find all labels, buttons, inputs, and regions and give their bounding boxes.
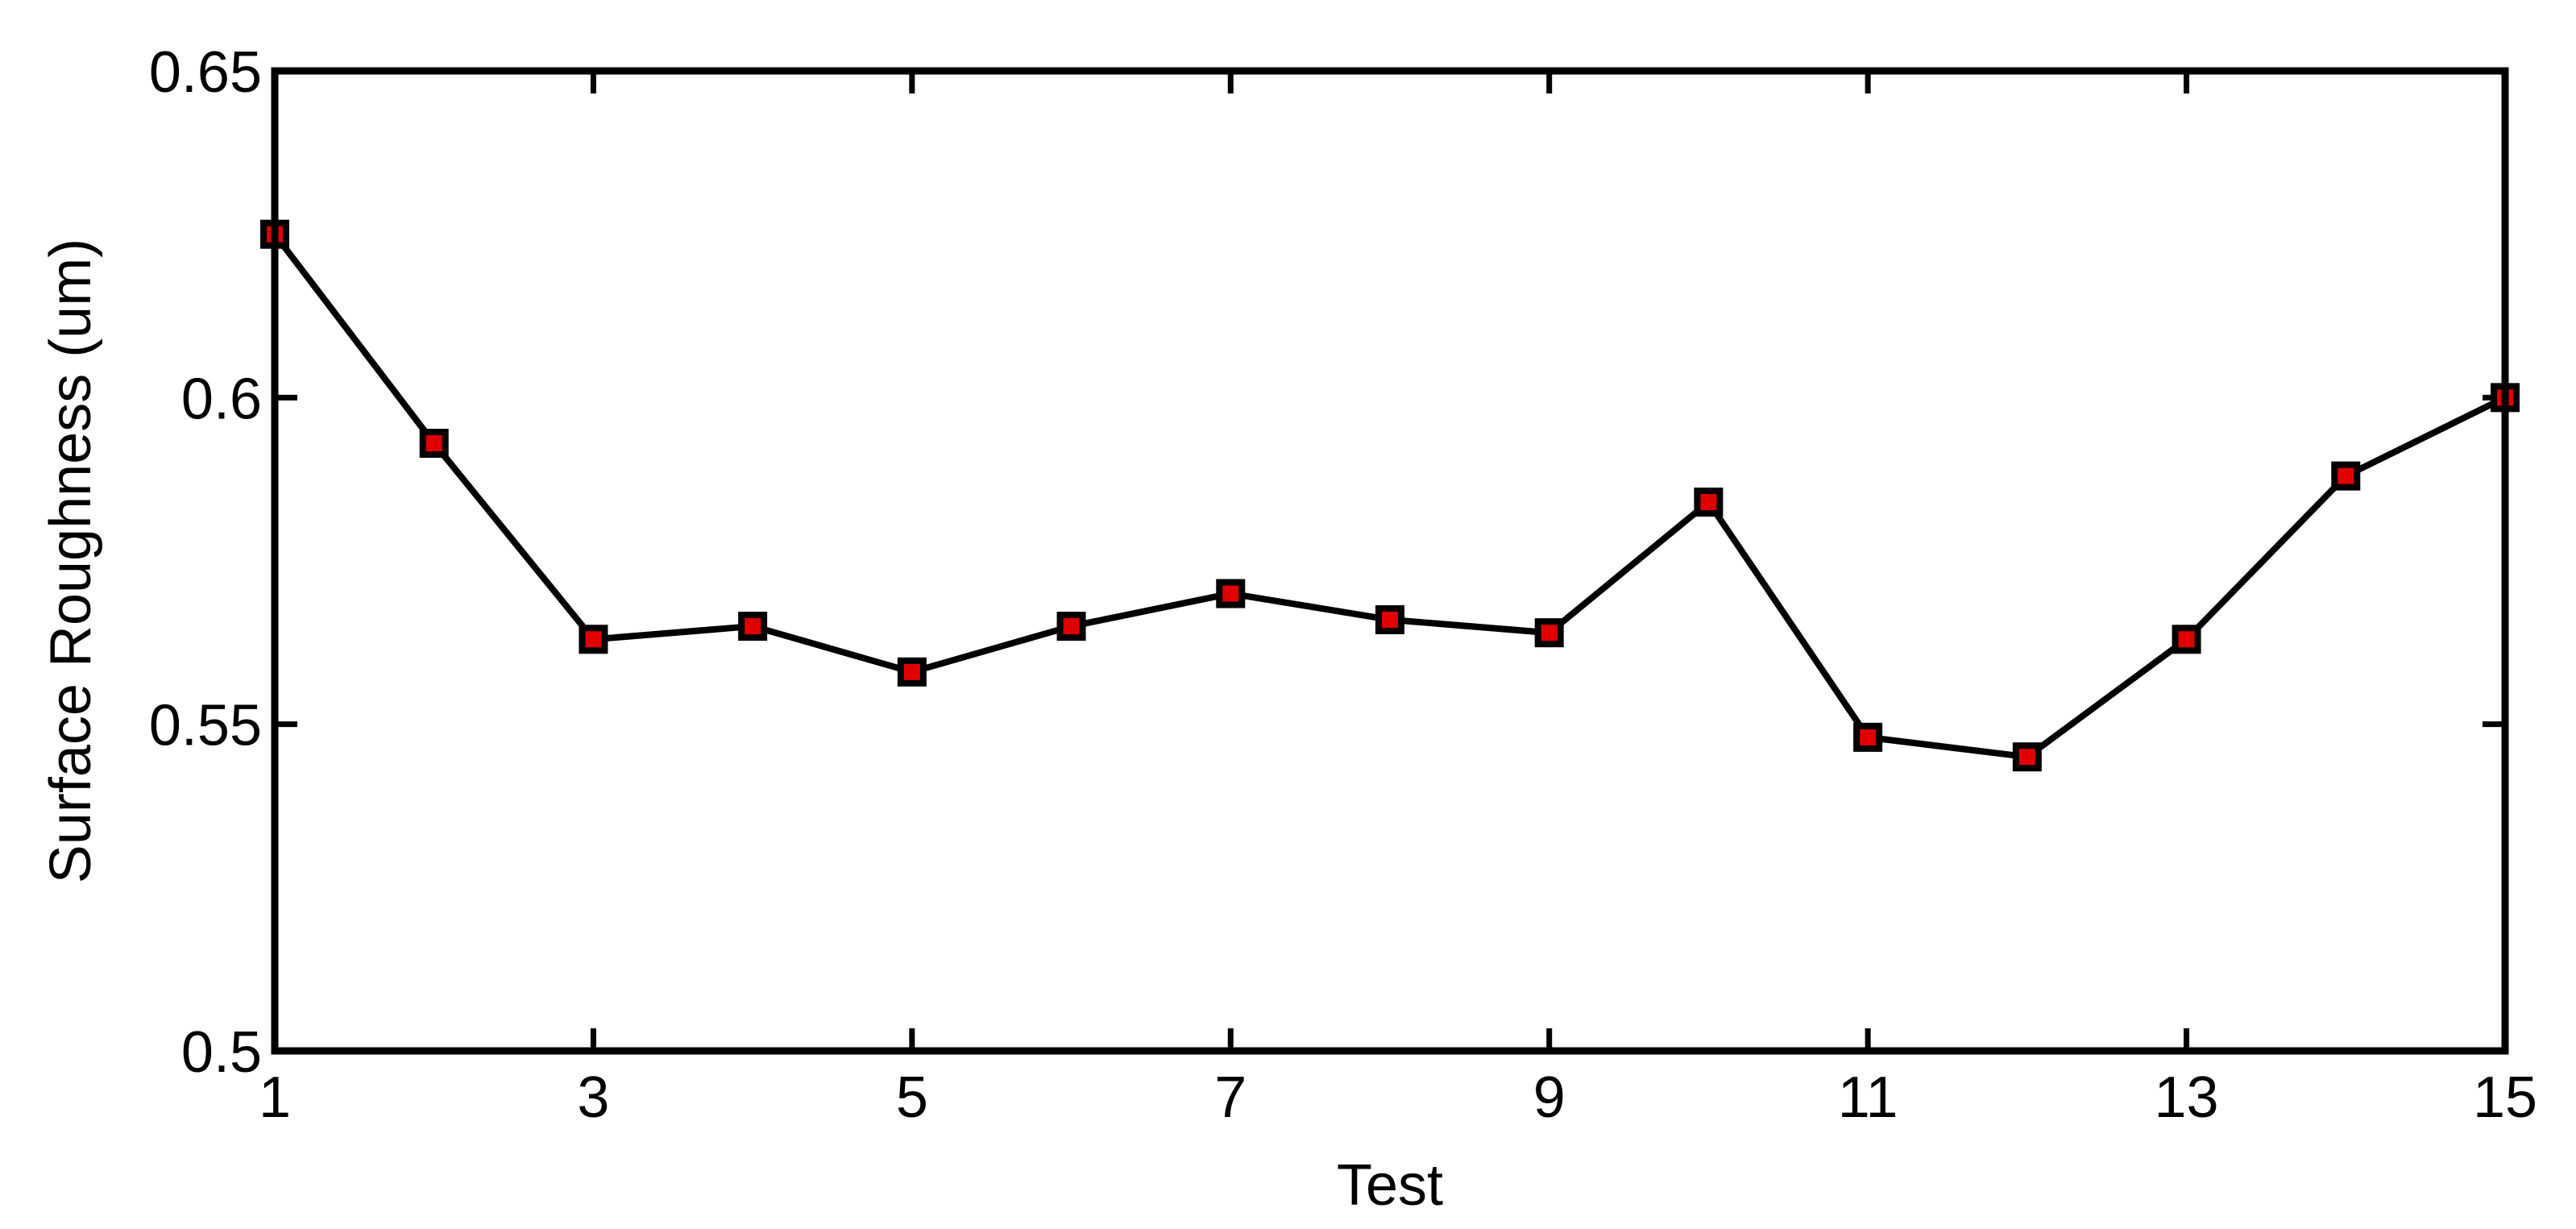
data-markers [260,219,2520,772]
x-tick-label: 15 [2473,1065,2537,1130]
axis-ticks [272,68,2508,1054]
data-point [2331,461,2361,491]
data-point [1056,612,1086,641]
data-point [2172,625,2201,654]
series-line [272,232,2507,761]
y-axis-label: Surface Roughness (um) [39,239,103,883]
x-tick-label: 9 [1533,1065,1566,1130]
x-tick-label: 13 [2155,1065,2219,1130]
x-tick-label: 5 [896,1065,928,1130]
x-tick-label: 11 [1838,1065,1898,1130]
x-tick-label: 3 [577,1065,609,1130]
data-point [579,625,608,654]
data-point [419,429,449,459]
data-point [738,612,768,641]
data-point [1534,618,1564,648]
tick-labels: 1 3 5 7 9 11 13 150.50.550.60.65 [149,40,2537,1130]
y-tick-label: 0.5 [181,1020,262,1085]
x-tick-label: 1 [259,1065,291,1130]
y-tick-label: 0.6 [181,367,262,431]
plot-frame [271,67,2509,1055]
data-point [1853,722,1883,752]
data-point [1375,604,1404,634]
data-point [1694,488,1724,517]
data-point [1216,579,1246,608]
x-tick-label: 7 [1214,1065,1247,1130]
y-tick-label: 0.65 [149,40,262,105]
x-axis-label: Test [1337,1153,1443,1218]
y-tick-label: 0.55 [149,694,262,758]
data-point [897,657,927,687]
data-point [2012,742,2042,772]
